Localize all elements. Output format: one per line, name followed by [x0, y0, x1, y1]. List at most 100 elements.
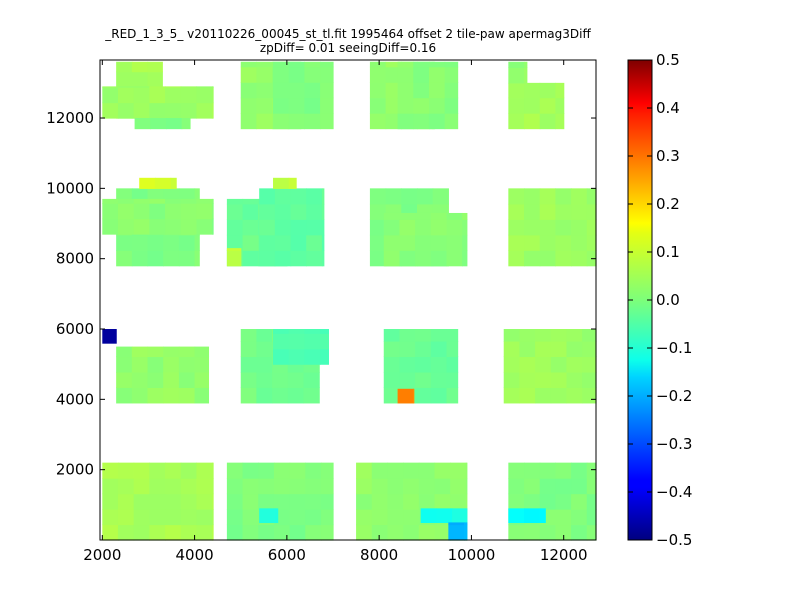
heatmap-cell: [321, 234, 325, 251]
heatmap-cell: [462, 219, 468, 236]
heatmap-cell: [571, 250, 588, 267]
heatmap-cell: [259, 219, 276, 236]
heatmap-cell: [133, 524, 150, 541]
heatmap-cell: [102, 509, 119, 526]
heatmap-cell: [503, 329, 521, 342]
heatmap-cell: [289, 462, 306, 479]
heatmap-cell: [444, 82, 459, 99]
heatmap-cell: [321, 188, 325, 205]
heatmap-cell: [519, 329, 536, 342]
heatmap-cell: [555, 509, 572, 526]
heatmap-cell: [539, 250, 556, 267]
heatmap-cell: [256, 113, 273, 130]
heatmap-cell: [399, 356, 416, 373]
heatmap-cell: [403, 493, 420, 510]
heatmap-cell: [133, 218, 150, 235]
x-tick-label: 4000: [175, 546, 213, 564]
heatmap-cell: [508, 478, 525, 495]
heatmap-cell: [147, 234, 164, 251]
heatmap-cell: [535, 329, 552, 342]
heatmap-cell: [503, 371, 521, 388]
heatmap-cell: [524, 82, 541, 99]
heatmap-cell: [555, 219, 572, 236]
heatmap-cell: [212, 203, 214, 220]
heatmap-cell: [371, 493, 389, 510]
heatmap-cell: [240, 371, 258, 388]
heatmap-cell: [147, 346, 164, 358]
heatmap-cell: [508, 188, 525, 205]
heatmap-cell: [383, 371, 401, 388]
heatmap-cell: [539, 97, 556, 114]
heatmap-cell: [503, 387, 521, 404]
heatmap-cell: [170, 177, 177, 189]
heatmap-cell: [399, 340, 416, 358]
heatmap-cell: [430, 212, 448, 220]
heatmap-cell: [305, 478, 322, 495]
heatmap-cell: [508, 234, 525, 251]
heatmap-cell: [320, 82, 334, 99]
heatmap-cell: [465, 493, 468, 510]
heatmap-cell: [256, 97, 273, 114]
heatmap-cell: [566, 371, 583, 388]
heatmap-cell: [555, 188, 572, 205]
heatmap-cell: [413, 97, 430, 114]
heatmap-cell: [428, 82, 446, 99]
heatmap-cell: [288, 177, 297, 189]
heatmap-cell: [304, 329, 321, 334]
heatmap-cell: [503, 356, 521, 373]
heatmap-cell: [535, 356, 552, 373]
heatmap-cell: [288, 329, 305, 334]
heatmap-cell: [212, 86, 214, 88]
heatmap-cell: [555, 462, 572, 479]
heatmap-cell: [149, 493, 166, 510]
heatmap-cell: [446, 371, 459, 388]
heatmap-cell: [180, 218, 198, 235]
heatmap-cell: [256, 356, 273, 373]
heatmap-cell: [383, 329, 401, 342]
y-axis: 2000 4000 6000 8000 10000 12000: [46, 109, 596, 479]
heatmap-cell: [550, 356, 568, 373]
heatmap-cell: [571, 188, 588, 205]
y-tick-label: 12000: [46, 109, 94, 127]
heatmap-cell: [117, 102, 135, 119]
heatmap-cell: [403, 524, 420, 541]
heatmap-cell: [452, 508, 468, 524]
heatmap-cell: [413, 61, 430, 68]
heatmap-cell: [306, 234, 323, 251]
heatmap-cell: [226, 203, 244, 220]
heatmap-cell: [519, 387, 536, 404]
x-tick-label: 2000: [83, 546, 121, 564]
heatmap-cell: [165, 118, 183, 130]
heatmap-cell: [117, 86, 135, 88]
y-tick-label: 10000: [46, 179, 94, 197]
heatmap-cell: [226, 248, 242, 251]
heatmap-cell: [369, 203, 387, 220]
heatmap-cell: [444, 97, 459, 114]
heatmap-cell: [446, 250, 463, 267]
heatmap-cell: [273, 348, 290, 365]
heatmap-cell: [305, 493, 322, 510]
heatmap-cell: [116, 234, 133, 251]
heatmap-cell: [428, 66, 446, 83]
heatmap-cell: [586, 509, 597, 526]
y-tick-label: 6000: [56, 320, 94, 338]
heatmap-cell: [524, 508, 541, 524]
heatmap-cell: [415, 387, 432, 404]
heatmap-cell: [194, 346, 210, 358]
heatmap-cell: [212, 87, 214, 104]
heatmap-cell: [117, 218, 135, 235]
heatmap-cell: [273, 61, 290, 68]
heatmap-cell: [288, 113, 305, 130]
heatmap-cell: [117, 478, 135, 495]
heatmap-cell: [320, 333, 329, 350]
heatmap-cell: [555, 493, 572, 510]
heatmap-cell: [240, 61, 258, 68]
heatmap-cell: [582, 340, 597, 358]
heatmap-cell: [131, 387, 149, 404]
x-axis: 2000 4000 6000 8000 10000 12000: [83, 60, 588, 564]
heatmap-cell: [403, 462, 420, 479]
heatmap-cell: [550, 340, 568, 358]
heatmap-cell: [465, 462, 468, 479]
colorbar-tick-label: −0.4: [656, 483, 692, 501]
heatmap-cell: [304, 66, 321, 83]
